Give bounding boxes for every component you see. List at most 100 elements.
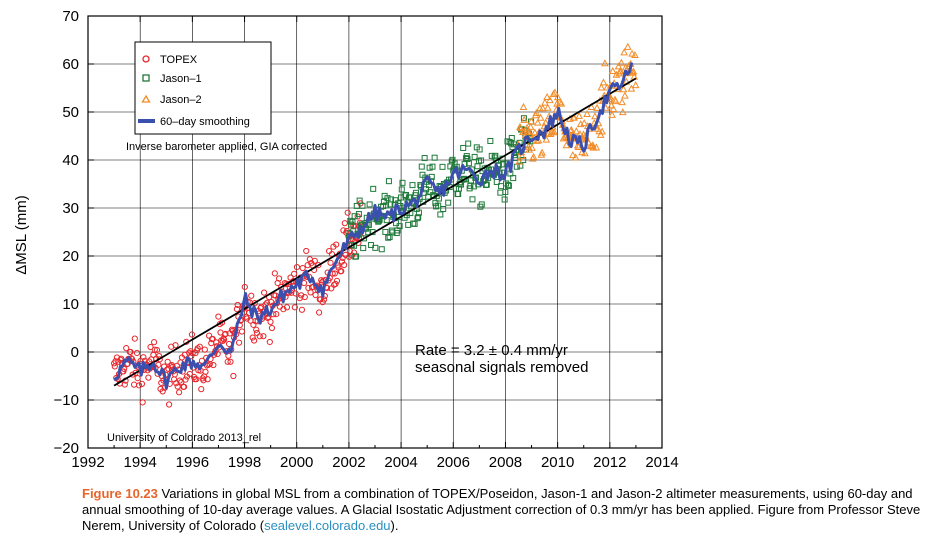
jason2-point (631, 81, 640, 89)
topex-point (215, 313, 222, 320)
jason1-point (385, 234, 392, 241)
jason1-point (414, 215, 421, 222)
topex-point (238, 328, 246, 335)
topex-point (180, 383, 188, 390)
jason1-point (398, 186, 405, 193)
y-tick-label: 10 (62, 296, 79, 313)
jason2-point (631, 51, 639, 59)
jason2-point (608, 66, 617, 74)
topex-point (241, 283, 248, 291)
x-tick-label: 1992 (71, 454, 104, 471)
topex-point (298, 306, 306, 313)
topex-point (299, 264, 306, 272)
jason2-point (529, 152, 538, 160)
topex-point (120, 365, 128, 373)
jason1-point (399, 179, 406, 186)
corrections-annotation: Inverse barometer applied, GIA corrected (126, 141, 327, 153)
topex-point (188, 353, 195, 360)
topex-point (291, 304, 298, 311)
y-axis-label: ΔMSL (mm) (13, 195, 30, 274)
source-annotation: University of Colorado 2013_rel (107, 432, 261, 444)
jason1-point (421, 155, 428, 162)
topex-point (200, 377, 207, 384)
topex-point (341, 220, 348, 227)
topex-point (268, 324, 276, 332)
jason1-point (411, 220, 418, 227)
jason2-point (572, 127, 581, 135)
y-tick-label: 20 (62, 248, 79, 265)
jason1-point (478, 201, 485, 208)
jason1-point (437, 211, 444, 218)
jason2-point (546, 96, 554, 104)
jason1-point (359, 202, 366, 209)
topex-point (331, 270, 338, 277)
jason1-point (435, 195, 442, 202)
jason1-point (520, 115, 527, 122)
topex-point (201, 346, 208, 353)
jason2-point (611, 97, 620, 105)
topex-point (260, 333, 267, 340)
caption-text: Variations in global MSL from a combinat… (82, 486, 921, 533)
jason1-point (366, 201, 373, 208)
topex-point (127, 348, 134, 356)
topex-point (280, 306, 287, 313)
jason1-point (360, 245, 367, 252)
jason1-point (478, 157, 485, 164)
topex-point (227, 358, 234, 365)
legend-label-smoothing: 60–day smoothing (160, 116, 250, 128)
jason1-point (413, 189, 420, 196)
jason1-point (439, 163, 446, 170)
topex-point (155, 361, 162, 368)
topex-point (346, 253, 353, 260)
chart-tick-labels: 1992 1994 1996 1998 2000 2002 2004 2006 2008 2010… (54, 8, 679, 471)
figure-number: Figure 10.23 (82, 486, 158, 501)
caption-link[interactable]: sealevel.colorado.edu (264, 518, 391, 533)
legend-marker-topex (142, 55, 150, 63)
chart-series-layer (110, 42, 640, 408)
topex-point (233, 306, 241, 313)
sea-level-chart: 1992 1994 1996 1998 2000 2002 2004 2006 2008 2010… (13, 8, 679, 471)
jason2-point (528, 143, 536, 151)
topex-point (138, 380, 146, 388)
seasonal-annotation: seasonal signals removed (415, 359, 588, 376)
topex-point (253, 329, 261, 337)
jason1-point (465, 160, 472, 167)
jason2-point (518, 128, 527, 136)
jason2-point (536, 113, 545, 121)
topex-point (261, 289, 268, 296)
jason1-point (384, 195, 391, 202)
figure-caption: Figure 10.23 Variations in global MSL fr… (82, 486, 932, 534)
jason1-point (483, 181, 490, 188)
x-tick-label: 1998 (228, 454, 261, 471)
jason2-point (515, 157, 524, 165)
topex-point (132, 369, 139, 376)
jason1-point (505, 182, 512, 189)
jason2-point (599, 78, 608, 86)
jason2-point (608, 110, 616, 118)
topex-point (338, 268, 345, 275)
jason1-point (487, 137, 494, 144)
jason1-point (383, 202, 390, 209)
topex-point (153, 346, 161, 354)
topex-point (249, 334, 256, 341)
jason1-point (428, 173, 435, 180)
topex-point (332, 280, 339, 288)
x-tick-label: 2008 (489, 454, 522, 471)
jason1-point (415, 209, 422, 216)
jason2-point (575, 111, 584, 119)
topex-point (139, 399, 146, 406)
jason2-point (570, 113, 579, 121)
topex-point (222, 330, 229, 337)
jason2-point (619, 85, 628, 93)
jason2-point (612, 70, 621, 78)
y-tick-label: 30 (62, 200, 79, 217)
legend-marker-jason1 (142, 74, 150, 82)
topex-point (118, 355, 125, 362)
jason2-point (580, 119, 589, 127)
jason1-point (405, 221, 412, 228)
jason2-point (618, 108, 627, 116)
chart-axes (87, 15, 663, 449)
y-tick-label: 60 (62, 56, 79, 73)
jason2-point (519, 102, 528, 110)
jason1-point (431, 154, 438, 161)
